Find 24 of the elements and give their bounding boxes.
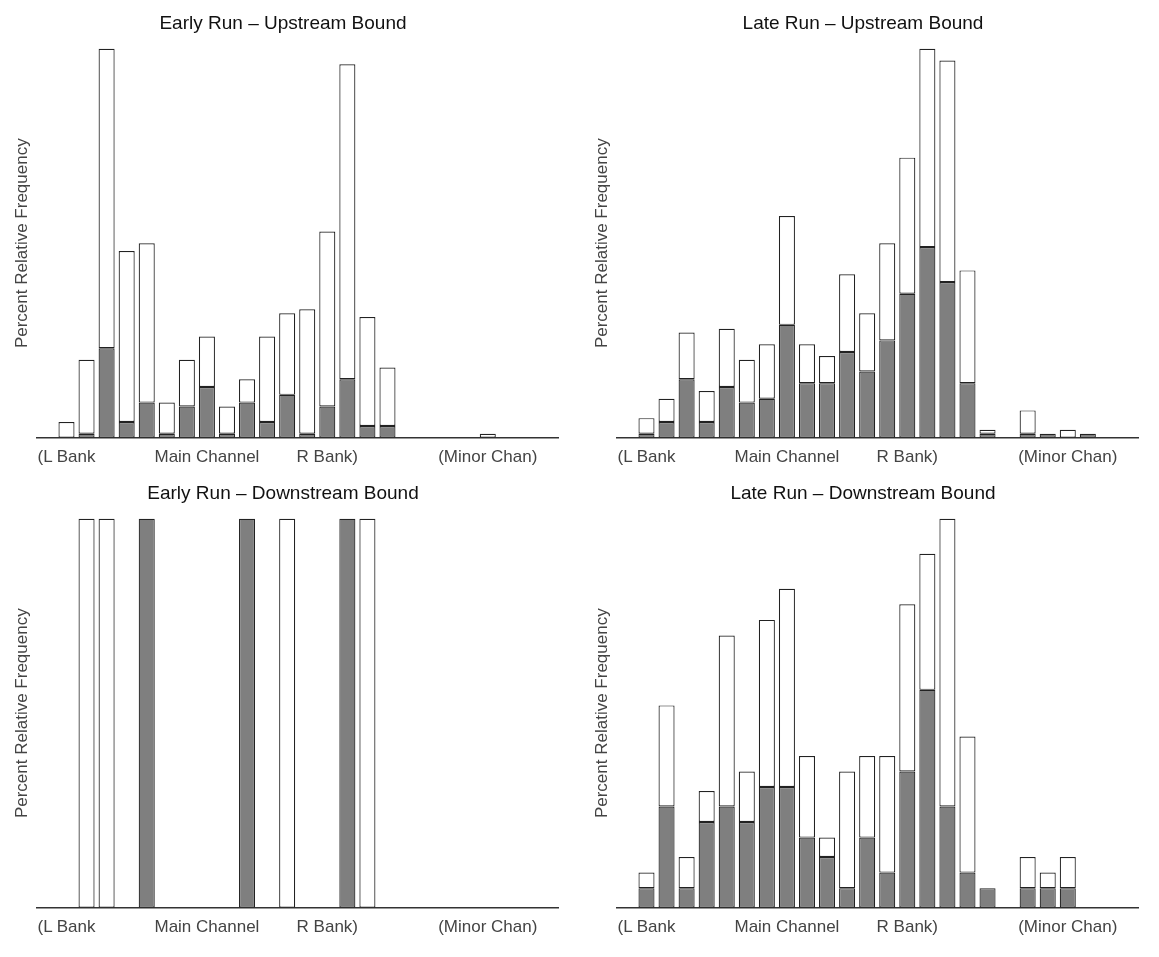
x-tick-label: R Bank) <box>296 447 358 467</box>
y-axis-title: Percent Relative Frequency <box>11 607 31 819</box>
x-tick-label: (Minor Chan) <box>438 917 538 937</box>
chart-title: Early Run – Upstream Bound <box>159 11 407 33</box>
x-tick-label: (L Bank <box>37 917 96 937</box>
chart-title: Early Run – Downstream Bound <box>147 481 419 503</box>
chart-title: Late Run – Upstream Bound <box>742 11 984 33</box>
x-tick-label: Main Channel <box>154 447 260 467</box>
x-tick-label: R Bank) <box>876 447 938 467</box>
x-tick-label: R Bank) <box>296 917 358 937</box>
x-tick-label: Main Channel <box>154 917 260 937</box>
x-tick-label: Main Channel <box>734 447 840 467</box>
x-tick-label: (Minor Chan) <box>438 447 538 467</box>
x-tick-label: (L Bank <box>617 917 676 937</box>
x-tick-label: (L Bank <box>617 447 676 467</box>
chart-title: Late Run – Downstream Bound <box>730 481 996 503</box>
x-tick-label: R Bank) <box>876 917 938 937</box>
x-tick-label: Main Channel <box>734 917 840 937</box>
x-tick-label: (Minor Chan) <box>1018 917 1118 937</box>
y-axis-title: Percent Relative Frequency <box>11 137 31 349</box>
x-tick-label: (L Bank <box>37 447 96 467</box>
y-axis-title: Percent Relative Frequency <box>591 137 611 349</box>
x-tick-label: (Minor Chan) <box>1018 447 1118 467</box>
y-axis-title: Percent Relative Frequency <box>591 607 611 819</box>
